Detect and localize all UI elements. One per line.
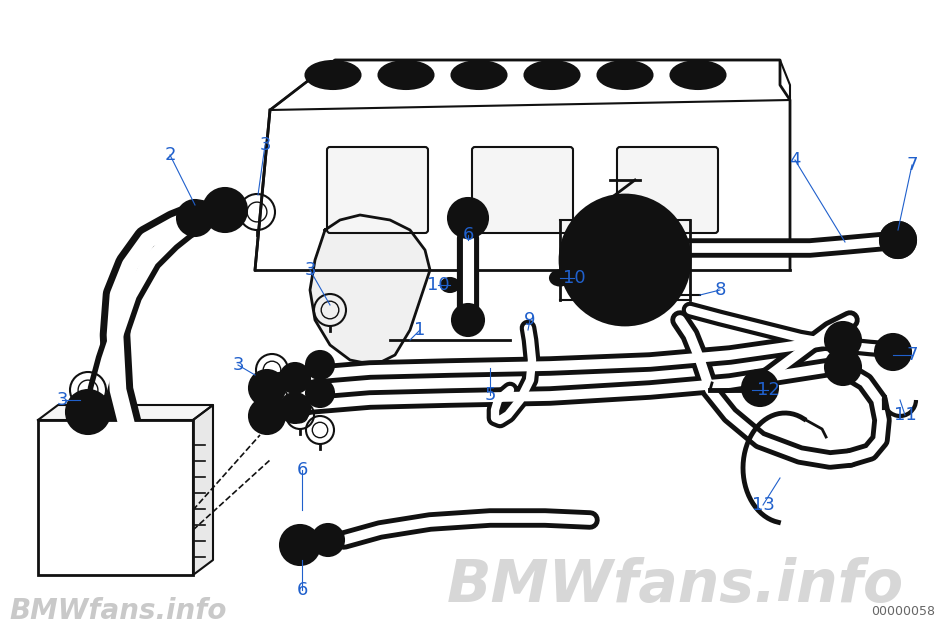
Circle shape	[458, 310, 478, 330]
Circle shape	[249, 370, 285, 406]
Text: 7: 7	[906, 156, 918, 174]
Text: BMWfans.info: BMWfans.info	[10, 597, 227, 625]
Ellipse shape	[313, 66, 353, 84]
Circle shape	[455, 205, 481, 231]
FancyBboxPatch shape	[617, 147, 718, 233]
Text: 3: 3	[232, 356, 244, 374]
Text: 6: 6	[296, 581, 308, 599]
Ellipse shape	[459, 66, 499, 84]
Polygon shape	[193, 405, 213, 575]
Circle shape	[560, 195, 690, 325]
Ellipse shape	[441, 278, 459, 292]
Circle shape	[832, 329, 854, 351]
Circle shape	[452, 304, 484, 336]
Ellipse shape	[378, 61, 433, 89]
Text: 13: 13	[751, 496, 774, 514]
Text: BMWfans.info: BMWfans.info	[446, 558, 903, 614]
Circle shape	[256, 377, 278, 399]
Circle shape	[887, 229, 909, 251]
Circle shape	[280, 363, 310, 393]
Circle shape	[280, 393, 310, 423]
Ellipse shape	[605, 66, 645, 84]
Circle shape	[74, 398, 102, 426]
Ellipse shape	[678, 66, 718, 84]
Text: 10: 10	[427, 276, 449, 294]
Circle shape	[875, 334, 911, 370]
Circle shape	[312, 385, 328, 401]
Circle shape	[256, 405, 278, 427]
Polygon shape	[270, 60, 790, 110]
FancyBboxPatch shape	[38, 420, 193, 575]
Ellipse shape	[306, 61, 360, 89]
Circle shape	[742, 370, 778, 406]
Circle shape	[312, 524, 344, 556]
Circle shape	[887, 229, 909, 251]
Circle shape	[749, 377, 771, 399]
Circle shape	[177, 200, 213, 236]
Circle shape	[825, 349, 861, 385]
Ellipse shape	[671, 61, 726, 89]
Polygon shape	[38, 405, 213, 420]
Circle shape	[66, 390, 110, 434]
Text: 5: 5	[484, 386, 496, 404]
Circle shape	[211, 196, 239, 224]
Ellipse shape	[386, 66, 426, 84]
FancyBboxPatch shape	[327, 147, 428, 233]
Circle shape	[880, 222, 916, 258]
Circle shape	[825, 322, 861, 358]
Circle shape	[286, 369, 304, 387]
Text: 3: 3	[304, 261, 315, 279]
Text: 12: 12	[756, 381, 779, 399]
Circle shape	[288, 533, 312, 557]
Ellipse shape	[532, 66, 572, 84]
Circle shape	[203, 188, 247, 232]
Ellipse shape	[637, 287, 659, 303]
Ellipse shape	[451, 61, 506, 89]
Text: 9: 9	[524, 311, 536, 329]
Circle shape	[306, 351, 334, 379]
Ellipse shape	[550, 270, 570, 285]
Circle shape	[286, 399, 304, 417]
Circle shape	[249, 398, 285, 434]
Polygon shape	[310, 215, 430, 365]
Circle shape	[448, 198, 488, 238]
Circle shape	[312, 357, 328, 373]
Circle shape	[306, 379, 334, 407]
Text: 2: 2	[164, 146, 176, 164]
Circle shape	[318, 530, 338, 550]
Text: 8: 8	[714, 281, 726, 299]
Text: 6: 6	[463, 226, 474, 244]
Text: 1: 1	[414, 321, 426, 339]
Circle shape	[880, 222, 916, 258]
Text: 6: 6	[296, 461, 308, 479]
Text: 00000058: 00000058	[871, 605, 935, 618]
FancyBboxPatch shape	[472, 147, 573, 233]
Circle shape	[882, 341, 904, 363]
Circle shape	[280, 525, 320, 565]
Text: 10: 10	[562, 269, 585, 287]
Circle shape	[575, 210, 675, 310]
Ellipse shape	[598, 61, 653, 89]
Text: 3: 3	[56, 391, 67, 409]
Text: 3: 3	[259, 136, 271, 154]
Text: 11: 11	[894, 406, 917, 424]
Circle shape	[832, 356, 854, 378]
Text: 4: 4	[789, 151, 801, 169]
Ellipse shape	[524, 61, 580, 89]
Text: 7: 7	[906, 346, 918, 364]
Circle shape	[184, 207, 206, 229]
